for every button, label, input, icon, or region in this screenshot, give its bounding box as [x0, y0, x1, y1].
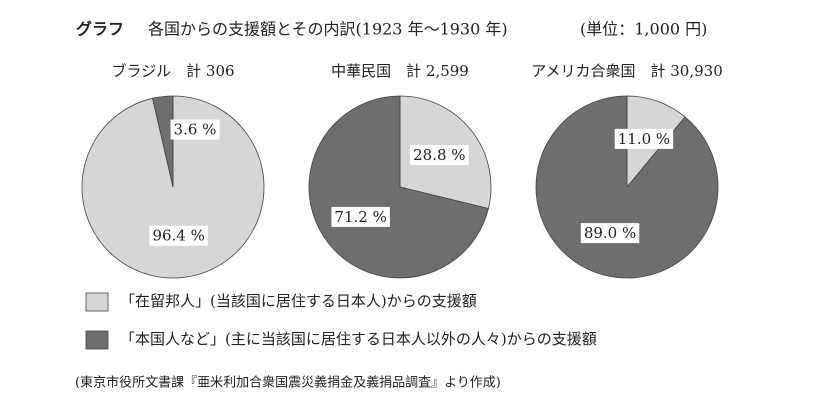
- value-label-box: [614, 128, 674, 149]
- value-label-box: [149, 225, 208, 246]
- legend-swatch: [85, 330, 109, 350]
- pie-title: アメリカ合衆国 計 30,930: [531, 62, 723, 80]
- legend-label: 「本国人など」(主に当該国に居住する日本人以外の人々)からの支援額: [120, 330, 597, 348]
- source: (東京市役所文書課『亜米利加合衆国震災義捐金及義捐品調査』より作成): [75, 375, 501, 391]
- value-label-box: [410, 145, 469, 166]
- pie-slice: [308, 95, 489, 279]
- value-label-group: 11.0 %: [614, 128, 674, 149]
- pie-slice: [535, 95, 719, 279]
- pie-title: 中華民国 計 2,599: [331, 62, 469, 80]
- value-label: 11.0 %: [618, 130, 670, 148]
- chart-title: 各国からの支援額とその内訳(1923 年～1930 年): [148, 20, 508, 39]
- value-label: 3.6 %: [174, 121, 217, 139]
- legend-swatch: [85, 292, 109, 312]
- value-label-box: [331, 206, 390, 227]
- value-label-group: 28.8 %: [410, 145, 469, 166]
- value-label-box: [580, 223, 640, 244]
- value-label: 28.8 %: [413, 146, 465, 164]
- unit-label: (単位：1,000 円): [580, 20, 707, 39]
- value-label-group: 71.2 %: [331, 206, 390, 227]
- pie-title: ブラジル 計 306: [111, 62, 234, 80]
- value-label-group: 3.6 %: [170, 119, 220, 140]
- figure-tag: グラフ: [76, 20, 124, 39]
- value-label: 89.0 %: [584, 224, 636, 242]
- pie-slice: [152, 95, 174, 188]
- legend-label: 「在留邦人」(当該国に居住する日本人)からの支援額: [120, 292, 477, 310]
- value-label-group: 96.4 %: [149, 225, 208, 246]
- value-label-box: [170, 119, 220, 140]
- value-label: 71.2 %: [334, 208, 386, 226]
- value-label-group: 89.0 %: [580, 223, 640, 244]
- value-label: 96.4 %: [152, 227, 204, 245]
